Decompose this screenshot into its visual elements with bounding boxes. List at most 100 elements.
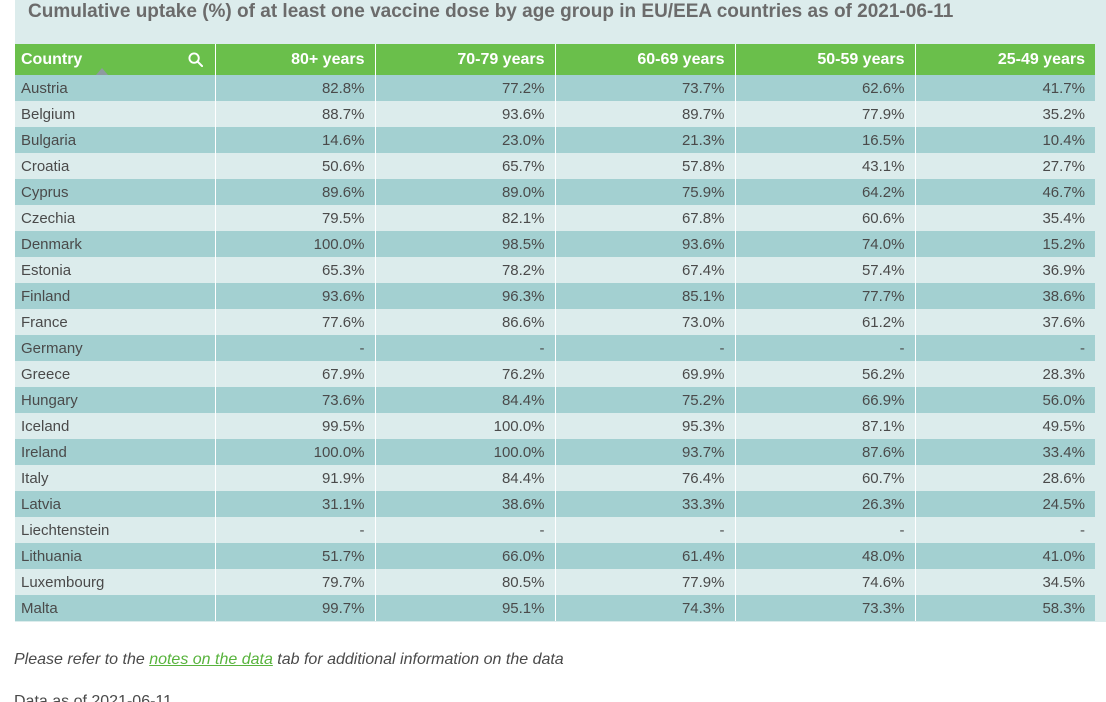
cell-country: Austria — [15, 75, 216, 101]
cell-value-50-59: 56.2% — [735, 361, 916, 387]
column-header-60-69[interactable]: 60-69 years — [555, 44, 736, 75]
cell-value-70-79: 84.4% — [375, 465, 556, 491]
cell-country: Germany — [15, 335, 216, 361]
cell-value-60-69: 21.3% — [555, 127, 736, 153]
cell-value-25-49: 28.3% — [915, 361, 1095, 387]
cell-value-80-plus: 14.6% — [215, 127, 376, 153]
cell-value-80-plus: 79.7% — [215, 569, 376, 595]
cell-value-50-59: 57.4% — [735, 257, 916, 283]
column-header-25-49[interactable]: 25-49 years — [915, 44, 1095, 75]
cell-value-80-plus: - — [215, 517, 376, 543]
cell-value-25-49: 41.7% — [915, 75, 1095, 101]
table-row: Greece 67.9% 76.2% 69.9% 56.2% 28.3% — [15, 361, 1095, 387]
table-row: Estonia 65.3% 78.2% 67.4% 57.4% 36.9% — [15, 257, 1095, 283]
cell-value-80-plus: 82.8% — [215, 75, 376, 101]
cell-value-50-59: 43.1% — [735, 153, 916, 179]
cell-value-25-49: 46.7% — [915, 179, 1095, 205]
table-row: Lithuania 51.7% 66.0% 61.4% 48.0% 41.0% — [15, 543, 1095, 569]
cell-value-50-59: 26.3% — [735, 491, 916, 517]
cell-value-25-49: 58.3% — [915, 595, 1095, 621]
cell-value-80-plus: 50.6% — [215, 153, 376, 179]
table-row: Iceland 99.5% 100.0% 95.3% 87.1% 49.5% — [15, 413, 1095, 439]
column-header-50-59[interactable]: 50-59 years — [735, 44, 916, 75]
cell-country: Iceland — [15, 413, 216, 439]
cell-value-25-49: 56.0% — [915, 387, 1095, 413]
cell-value-50-59: 16.5% — [735, 127, 916, 153]
cell-country: Czechia — [15, 205, 216, 231]
cell-value-80-plus: - — [215, 335, 376, 361]
cell-value-70-79: 84.4% — [375, 387, 556, 413]
table-row: France 77.6% 86.6% 73.0% 61.2% 37.6% — [15, 309, 1095, 335]
cell-value-50-59: 66.9% — [735, 387, 916, 413]
cell-value-60-69: 85.1% — [555, 283, 736, 309]
cell-country: Latvia — [15, 491, 216, 517]
column-header-80-plus[interactable]: 80+ years — [215, 44, 376, 75]
column-header-label: Country — [21, 50, 83, 68]
cell-value-60-69: 75.2% — [555, 387, 736, 413]
notes-on-data-link[interactable]: notes on the data — [149, 651, 273, 668]
cell-country: Belgium — [15, 101, 216, 127]
cell-value-25-49: 35.2% — [915, 101, 1095, 127]
cell-value-70-79: 86.6% — [375, 309, 556, 335]
cell-value-50-59: 73.3% — [735, 595, 916, 621]
table-row: Finland 93.6% 96.3% 85.1% 77.7% 38.6% — [15, 283, 1095, 309]
cell-value-70-79: 80.5% — [375, 569, 556, 595]
cell-value-70-79: 89.0% — [375, 179, 556, 205]
cell-value-80-plus: 51.7% — [215, 543, 376, 569]
table-row: Latvia 31.1% 38.6% 33.3% 26.3% 24.5% — [15, 491, 1095, 517]
cell-value-60-69: 67.8% — [555, 205, 736, 231]
cell-value-25-49: 34.5% — [915, 569, 1095, 595]
cell-value-60-69: 57.8% — [555, 153, 736, 179]
cell-country: France — [15, 309, 216, 335]
cell-value-25-49: 27.7% — [915, 153, 1095, 179]
cell-value-50-59: 87.6% — [735, 439, 916, 465]
column-header-70-79[interactable]: 70-79 years — [375, 44, 556, 75]
cell-country: Finland — [15, 283, 216, 309]
table-row: Belgium 88.7% 93.6% 89.7% 77.9% 35.2% — [15, 101, 1095, 127]
data-note: Please refer to the notes on the data ta… — [14, 651, 564, 669]
cell-value-80-plus: 99.7% — [215, 595, 376, 621]
cell-value-25-49: 24.5% — [915, 491, 1095, 517]
cell-value-25-49: 28.6% — [915, 465, 1095, 491]
column-header-country[interactable]: Country — [15, 44, 216, 75]
cell-value-25-49: - — [915, 335, 1095, 361]
cell-value-80-plus: 65.3% — [215, 257, 376, 283]
cell-value-60-69: - — [555, 335, 736, 361]
chart-title: Cumulative uptake (%) of at least one va… — [28, 1, 954, 22]
cell-value-70-79: 66.0% — [375, 543, 556, 569]
note-text-before: Please refer to the — [14, 651, 150, 668]
cell-value-50-59: 74.0% — [735, 231, 916, 257]
cell-value-70-79: 65.7% — [375, 153, 556, 179]
cell-country: Bulgaria — [15, 127, 216, 153]
cell-value-60-69: - — [555, 517, 736, 543]
cell-value-25-49: 10.4% — [915, 127, 1095, 153]
cell-value-70-79: 96.3% — [375, 283, 556, 309]
cell-value-60-69: 73.0% — [555, 309, 736, 335]
cell-value-60-69: 75.9% — [555, 179, 736, 205]
sort-ascending-icon[interactable] — [96, 68, 108, 75]
cell-value-80-plus: 100.0% — [215, 439, 376, 465]
cell-value-50-59: 61.2% — [735, 309, 916, 335]
cell-value-70-79: 78.2% — [375, 257, 556, 283]
uptake-table: Country 80+ years 70-79 years 60-69 year… — [15, 44, 1095, 621]
cell-value-60-69: 76.4% — [555, 465, 736, 491]
cell-country: Italy — [15, 465, 216, 491]
cell-value-60-69: 93.7% — [555, 439, 736, 465]
cell-value-60-69: 67.4% — [555, 257, 736, 283]
table-row: Denmark 100.0% 98.5% 93.6% 74.0% 15.2% — [15, 231, 1095, 257]
cell-value-80-plus: 79.5% — [215, 205, 376, 231]
header-row: Country 80+ years 70-79 years 60-69 year… — [15, 44, 1095, 75]
cell-value-60-69: 69.9% — [555, 361, 736, 387]
cell-country: Liechtenstein — [15, 517, 216, 543]
cell-value-50-59: - — [735, 335, 916, 361]
cell-value-60-69: 61.4% — [555, 543, 736, 569]
cell-value-80-plus: 99.5% — [215, 413, 376, 439]
cell-country: Ireland — [15, 439, 216, 465]
cell-value-60-69: 74.3% — [555, 595, 736, 621]
table-row: Ireland 100.0% 100.0% 93.7% 87.6% 33.4% — [15, 439, 1095, 465]
search-icon[interactable] — [187, 52, 203, 67]
cell-value-80-plus: 91.9% — [215, 465, 376, 491]
table-body: Austria 82.8% 77.2% 73.7% 62.6% 41.7% Belgium 8… — [15, 75, 1095, 621]
cell-value-80-plus: 31.1% — [215, 491, 376, 517]
table-scroll-area[interactable] — [1095, 75, 1106, 622]
